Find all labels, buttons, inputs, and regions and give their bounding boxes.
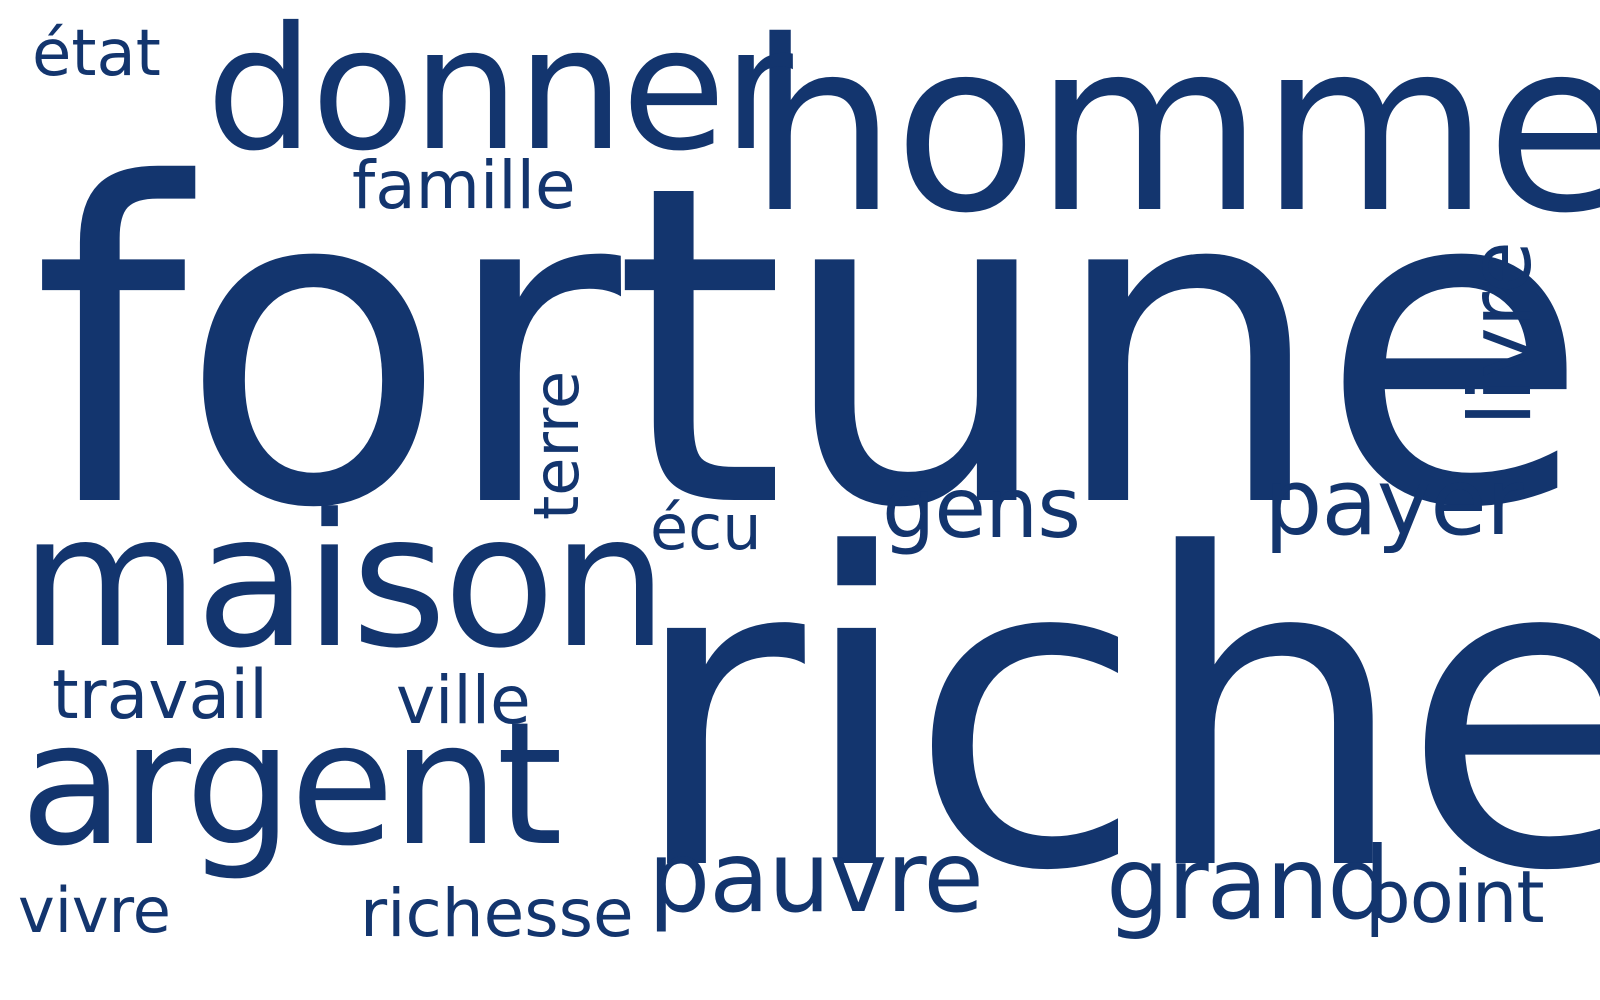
word-terre: terre bbox=[520, 370, 593, 520]
word-riche: riche bbox=[628, 465, 1600, 965]
word-richesse: richesse bbox=[360, 875, 634, 952]
word-donner: donner bbox=[206, 0, 793, 189]
word-etat: état bbox=[32, 17, 161, 91]
word-pauvre: pauvre bbox=[648, 821, 984, 935]
word-argent: argent bbox=[20, 686, 563, 884]
word-fortune: fortune bbox=[32, 92, 1590, 604]
word-travail: travail bbox=[52, 656, 268, 735]
word-grand: grand bbox=[1106, 825, 1391, 942]
word-famille: famille bbox=[352, 147, 576, 224]
word-point: point bbox=[1365, 855, 1545, 939]
word-payer: payer bbox=[1264, 449, 1524, 556]
word-maison: maison bbox=[20, 475, 668, 689]
word-ecu: écu bbox=[650, 491, 762, 564]
word-gens: gens bbox=[882, 459, 1081, 557]
word-vivre: vivre bbox=[18, 874, 171, 947]
word-ville: ville bbox=[396, 662, 531, 739]
word-homme: homme bbox=[748, 0, 1600, 265]
word-livre: livre bbox=[1451, 240, 1551, 426]
